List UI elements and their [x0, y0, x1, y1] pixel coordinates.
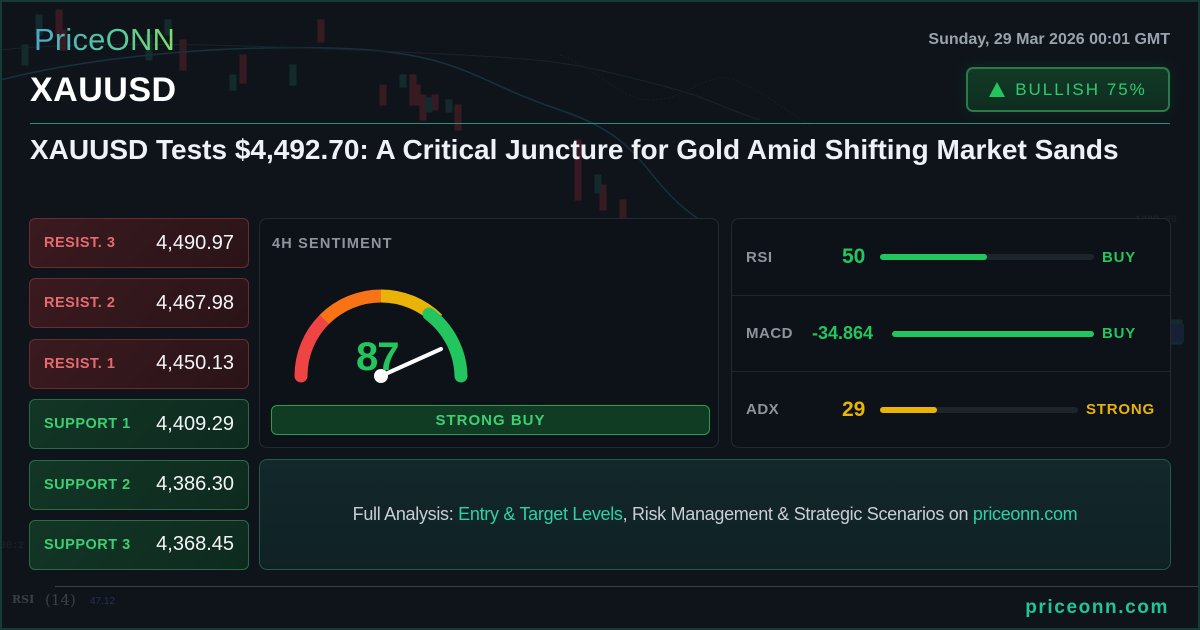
level-support-3: SUPPORT 3 4,368.45: [29, 519, 249, 570]
cta-prefix: Full Analysis:: [352, 504, 459, 524]
indicator-bar: [880, 254, 1094, 260]
sentiment-title: 4H SENTIMENT: [272, 236, 393, 252]
symbol-title: XAUUSD: [30, 71, 177, 109]
level-value: 4,450.13: [156, 352, 234, 375]
indicator-row-macd: MACD -34.864 BUY: [732, 295, 1170, 371]
indicator-signal: STRONG: [1086, 401, 1155, 418]
footer-url-link[interactable]: priceonn.com: [1025, 597, 1169, 618]
indicator-value: 50: [842, 245, 866, 268]
priceonn-logo[interactable]: PriceONN: [34, 22, 176, 57]
sentiment-card: 4H SENTIMENT 87 STRONG BUY: [259, 218, 719, 448]
indicator-bar-fill: [880, 406, 938, 413]
indicator-value: 29: [842, 397, 866, 421]
bias-label: BULLISH 75%: [1015, 79, 1147, 99]
bg-indicator-period: (14): [45, 591, 76, 609]
level-label: RESIST. 1: [44, 355, 116, 372]
level-label: RESIST. 3: [44, 235, 116, 251]
header-divider: [30, 123, 1170, 124]
level-label: RESIST. 2: [44, 295, 116, 312]
level-label: SUPPORT 1: [44, 416, 131, 433]
sentiment-signal-label: STRONG BUY: [435, 411, 546, 429]
level-resist-3: RESIST. 3 4,490.97: [29, 218, 249, 268]
svg-text:00:2: 00:2: [0, 541, 24, 552]
level-label: SUPPORT 2: [44, 476, 131, 493]
footer-divider: [55, 586, 1200, 587]
bg-indicator-label: RSI: [12, 593, 35, 606]
level-value: 4,490.97: [156, 231, 234, 254]
sentiment-gauge-icon: [294, 289, 468, 383]
cta-link[interactable]: priceonn.com: [972, 504, 1078, 524]
timestamp: Sunday, 29 Mar 2026 00:01 GMT: [928, 31, 1170, 48]
indicator-bar-fill: [880, 254, 987, 260]
full-analysis-cta[interactable]: Full Analysis: Entry & Target Levels, Ri…: [259, 459, 1171, 570]
level-resist-2: RESIST. 2 4,467.98: [29, 278, 249, 329]
level-label: SUPPORT 3: [44, 536, 131, 553]
level-resist-1: RESIST. 1 4,450.13: [29, 338, 249, 389]
bg-indicator-values: 47.12: [90, 596, 116, 607]
level-value: 4,368.45: [156, 533, 234, 556]
indicators-card: RSI 50 BUY MACD -34.864 BUY ADX 29 STRON…: [731, 218, 1171, 448]
cta-middle: , Risk Management & Strategic Scenarios …: [622, 504, 973, 524]
indicator-name: RSI: [746, 248, 773, 266]
level-value: 4,467.98: [156, 291, 234, 314]
bias-badge: BULLISH 75%: [966, 67, 1170, 112]
indicator-row-adx: ADX 29 STRONG: [732, 371, 1170, 447]
sentiment-score: 87: [356, 335, 399, 379]
price-levels: RESIST. 3 4,490.97 RESIST. 2 4,467.98 RE…: [29, 218, 249, 580]
indicator-signal: BUY: [1102, 325, 1137, 342]
indicator-bar-fill: [892, 330, 1094, 337]
level-support-1: SUPPORT 1 4,409.29: [29, 399, 249, 450]
indicator-name: MACD: [746, 325, 793, 342]
indicator-value: -34.864: [812, 323, 874, 343]
level-value: 4,386.30: [156, 473, 234, 496]
indicator-signal: BUY: [1102, 248, 1137, 266]
level-value: 4,409.29: [156, 412, 234, 435]
indicator-name: ADX: [746, 401, 780, 418]
indicator-bar: [892, 330, 1094, 337]
cta-highlight: Entry & Target Levels: [458, 504, 623, 524]
indicator-bar: [880, 406, 1078, 413]
sentiment-signal: STRONG BUY: [271, 405, 710, 435]
indicator-row-rsi: RSI 50 BUY: [732, 219, 1170, 295]
level-support-2: SUPPORT 2 4,386.30: [29, 459, 249, 510]
cta-text: Full Analysis: Entry & Target Levels, Ri…: [353, 504, 1078, 525]
triangle-up-icon: [989, 82, 1006, 97]
headline: XAUUSD Tests $4,492.70: A Critical Junct…: [30, 134, 1119, 165]
